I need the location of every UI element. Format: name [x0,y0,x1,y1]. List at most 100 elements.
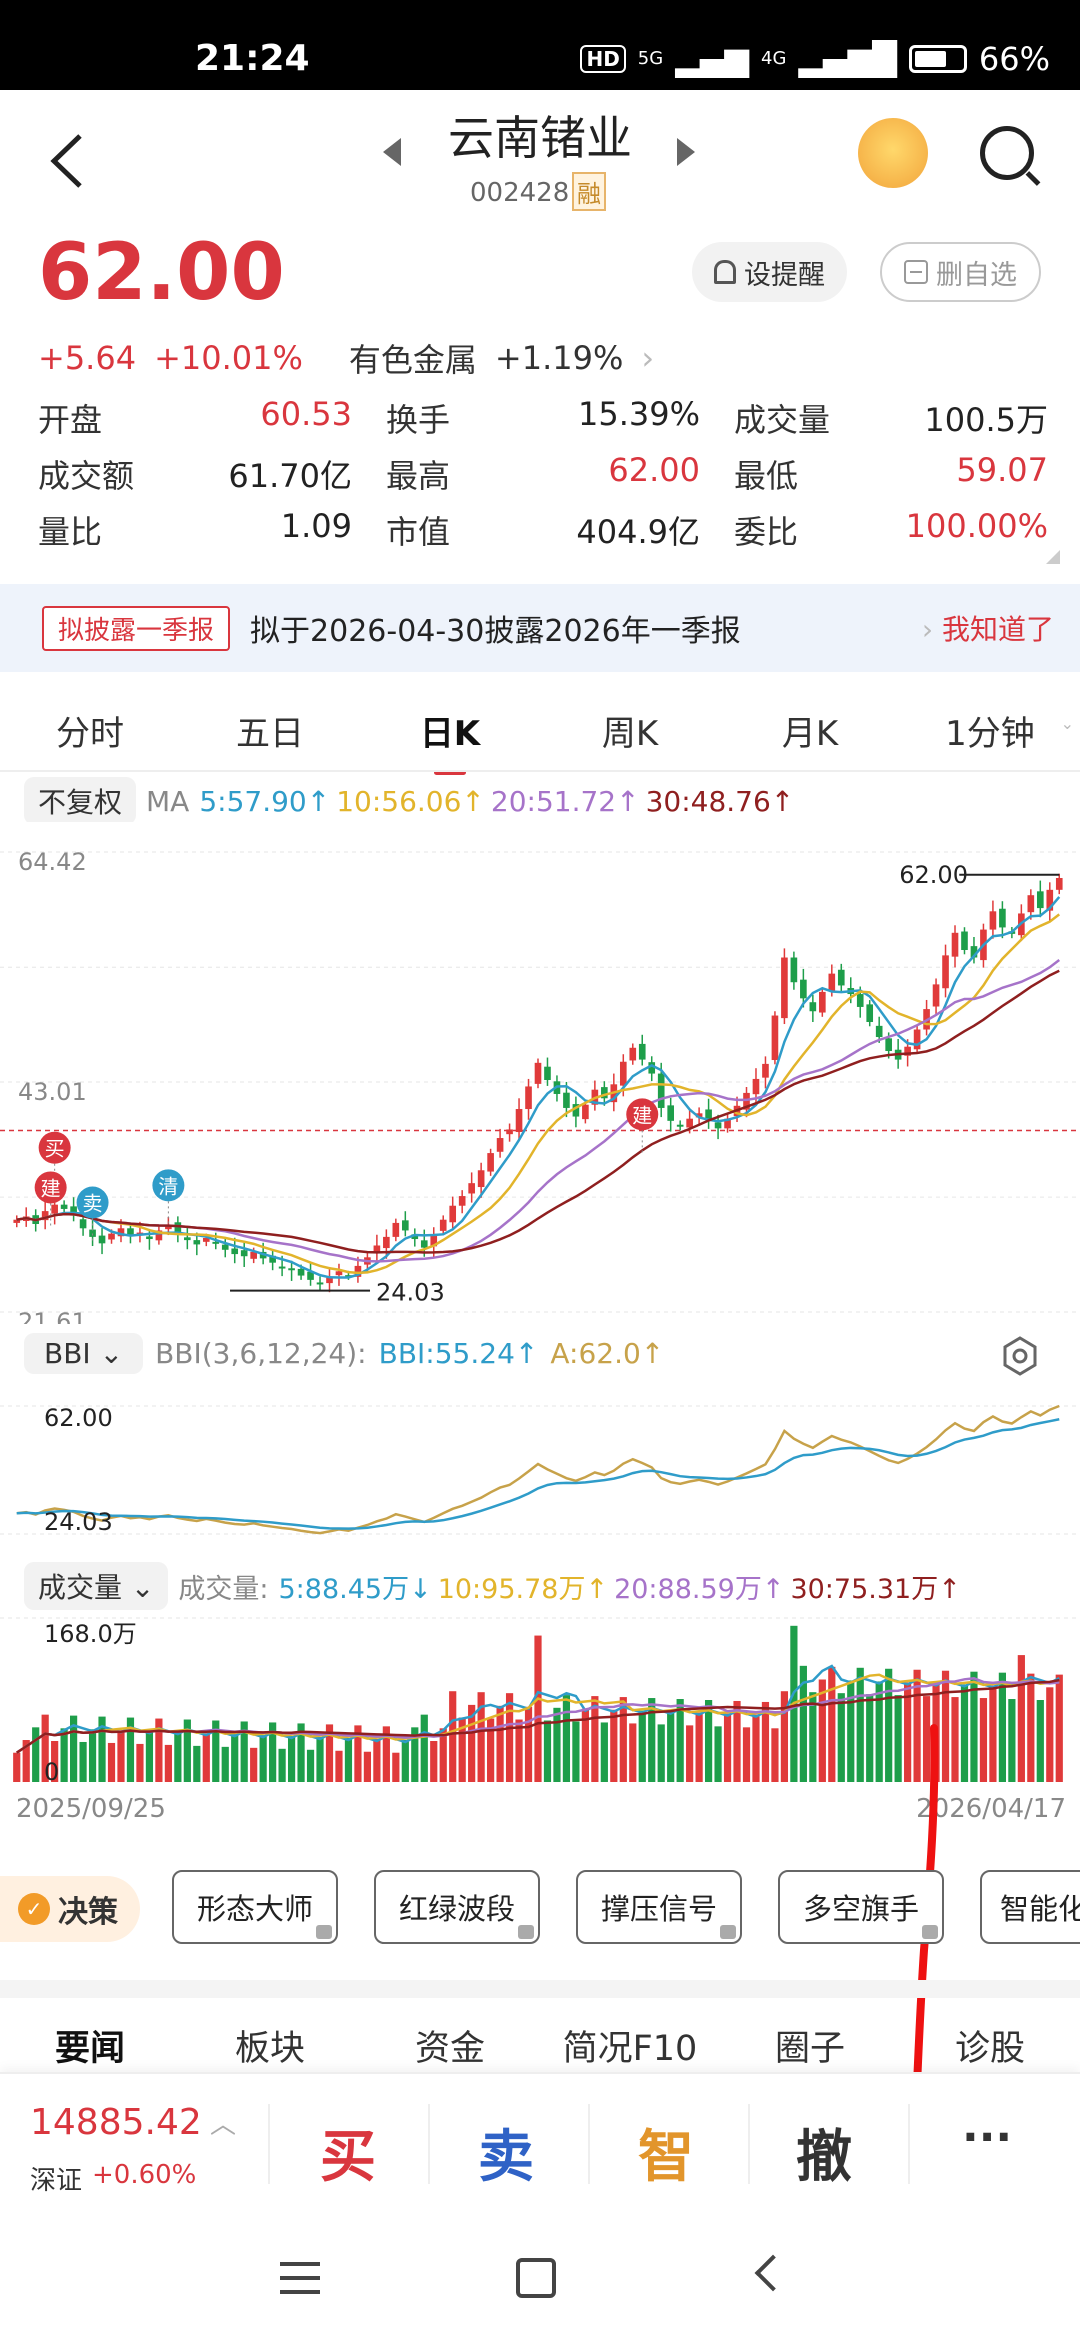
tab-5[interactable]: 1分钟 [945,713,1035,754]
signal-marker[interactable] [626,1098,659,1131]
more-icon[interactable]: ··· [962,2112,1013,2163]
stat-value: 59.07 [956,451,1048,489]
set-alert-button[interactable]: 设提醒 [692,242,847,302]
legend-item: 30:48.76↑ [645,784,795,818]
strategy-button-1[interactable]: 红绿波段 [374,1870,540,1944]
volume-bar [117,1730,125,1782]
candle [515,1109,523,1133]
volume-bar [591,1696,599,1782]
sector-change[interactable]: +1.19% [494,339,624,377]
expand-corner-icon[interactable] [1046,550,1060,564]
volume-legend: 成交量 ⌄ 成交量: 5:88.45万↓ 10:95.78万↑ 20:88.59万↑… [24,1562,961,1610]
low-label: 24.03 [376,1279,445,1307]
volume-bar [41,1714,49,1782]
volume-bar [411,1727,419,1782]
candle [989,911,997,930]
chevron-right-icon[interactable]: › [641,339,655,377]
news-tab-5[interactable]: 诊股 [954,2028,1025,2069]
tab-0[interactable]: 分时 [56,713,124,754]
tab-3[interactable]: 周K [601,713,659,754]
volume-bar [648,1698,656,1782]
stat-label: 成交额 [38,457,135,495]
volume-bar [98,1716,106,1782]
volume-selector[interactable]: 成交量 ⌄ [24,1562,169,1610]
menu-icon[interactable] [280,2262,320,2294]
volume-bar [780,1691,789,1782]
sector-name[interactable]: 有色金属 [348,341,477,379]
stat-label: 委比 [734,513,799,551]
volume-bar [534,1635,542,1782]
next-stock-icon[interactable] [677,138,695,166]
candle [856,994,864,1007]
volume-bar [1017,1655,1025,1782]
candle [771,1015,779,1061]
news-tab-2[interactable]: 资金 [414,2028,485,2069]
signal-marker[interactable] [34,1171,67,1204]
sell-button[interactable]: 卖 [478,2125,534,2190]
volume-bar [297,1723,305,1782]
tab-1[interactable]: 五日 [236,713,304,754]
high-label: 62.00 [899,861,968,889]
chevron-down-icon[interactable]: ⌄ [1060,714,1074,733]
back-icon[interactable] [40,126,100,196]
volume-bar [828,1666,836,1782]
signal-marker[interactable] [76,1186,109,1219]
candle [297,1268,305,1276]
candle [41,1211,49,1221]
notice-dismiss-button[interactable]: › 我知道了 [921,613,1054,646]
mascot-icon[interactable] [858,118,928,188]
candle [705,1109,712,1120]
adjust-selector[interactable]: 不复权 [24,777,137,825]
search-icon[interactable] [980,126,1034,180]
volume-bar [951,1697,959,1782]
signal-marker[interactable] [152,1169,185,1202]
volume-bar [231,1734,239,1782]
signal-marker-label: 建 [632,1103,652,1127]
candle [13,1219,21,1223]
signal-marker[interactable] [38,1131,71,1164]
volume-bar [468,1704,476,1782]
volume-bar [600,1722,608,1782]
candle [837,969,845,986]
news-tab-0[interactable]: 要闻 [54,2028,125,2069]
news-tab-4[interactable]: 圈子 [774,2028,845,2069]
settings-hex-icon[interactable] [1002,1336,1038,1376]
volume-chart[interactable]: 168.0万 0 [0,1612,1080,1814]
candle [117,1228,125,1237]
volume-bar [287,1736,296,1782]
volume-bar [885,1668,893,1782]
bbi-selector[interactable]: BBI ⌄ [24,1333,144,1374]
volume-bar [335,1750,343,1782]
home-icon[interactable] [516,2258,556,2298]
strategy-button-4[interactable]: 智能化 [980,1870,1080,1944]
stat-value: 404.9亿 [576,513,700,551]
notice-banner[interactable]: 拟披露一季报 拟于2026-04-30披露2026年一季报 › 我知道了 [0,584,1080,672]
volume-bar [51,1741,59,1782]
strategy-button-3[interactable]: 多空旗手 [778,1870,944,1944]
cancel-order-button[interactable]: 撤 [796,2125,852,2190]
strategy-button-2[interactable]: 撑压信号 [576,1870,742,1944]
end-date: 2026/04/17 [916,1794,1066,1824]
news-tab-1[interactable]: 板块 [234,2028,305,2069]
tab-4[interactable]: 月K [781,713,839,754]
volume-bar [136,1743,144,1782]
tab-2[interactable]: 日K [360,706,540,775]
news-tab-3[interactable]: 简况F10 [562,2028,698,2069]
prev-stock-icon[interactable] [383,138,401,166]
smart-button[interactable]: 智 [638,2125,694,2190]
decision-button[interactable]: ✓ 决策 [0,1876,140,1942]
candle [724,1118,731,1129]
bbi-value: BBI:55.24↑ [378,1337,539,1370]
nav-back-icon[interactable] [754,2254,792,2292]
candle [430,1234,438,1247]
remove-watchlist-button[interactable]: 删自选 [880,242,1041,302]
legend-item: 20:88.59万↑ [614,1573,785,1605]
volume-bar [543,1720,552,1782]
divider [588,2104,590,2184]
strategy-button-0[interactable]: 形态大师 [172,1870,338,1944]
index-value[interactable]: 14885.42 [30,2102,202,2143]
bbi-chart[interactable]: 62.00 24.03 [0,1384,1080,1556]
volume-bar [761,1701,770,1782]
buy-button[interactable]: 买 [320,2125,376,2190]
